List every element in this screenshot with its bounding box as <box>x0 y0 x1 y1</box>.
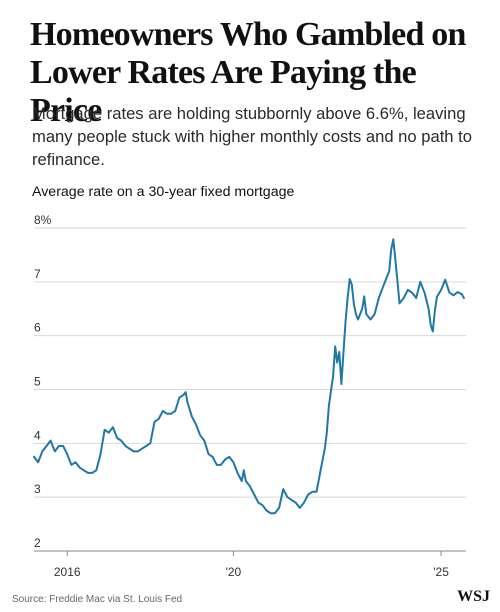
y-tick-label: 5 <box>34 375 41 389</box>
y-tick-label: 6 <box>34 321 41 335</box>
x-tick-label: '20 <box>226 565 242 579</box>
axis-layer <box>34 550 466 556</box>
y-tick-label: 2 <box>34 536 41 550</box>
y-tick-label: 7 <box>34 267 41 281</box>
x-tick-label: '25 <box>433 565 449 579</box>
source-note: Source: Freddie Mac via St. Louis Fed <box>12 594 183 605</box>
wsj-logo: WSJ <box>457 588 490 605</box>
y-tick-label: 3 <box>34 482 41 496</box>
headline: Homeowners Who Gambled on Lower Rates Ar… <box>30 16 466 129</box>
y-tick-label: 8% <box>34 213 52 227</box>
series-layer <box>33 238 465 515</box>
label-layer: 8% 7 6 5 4 3 2 2016 '20 '25 <box>34 213 449 579</box>
dek: Mortgage rates are holding stubbornly ab… <box>32 104 472 169</box>
chart-title: Average rate on a 30-year fixed mortgage <box>32 184 295 200</box>
y-tick-label: 4 <box>34 428 41 442</box>
x-tick-label: 2016 <box>54 565 81 579</box>
grid-layer <box>34 227 466 498</box>
series-line-0 <box>33 238 465 515</box>
